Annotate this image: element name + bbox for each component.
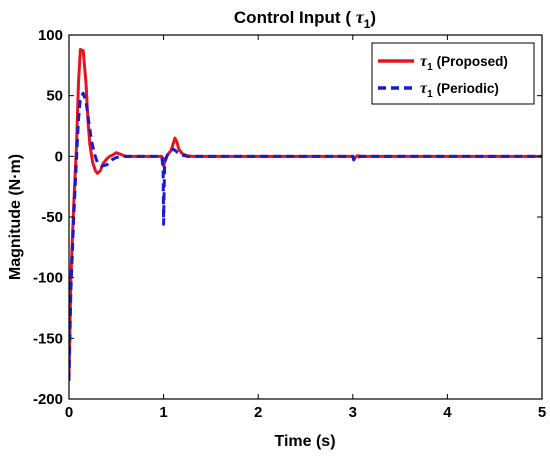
x-tick-label: 2 bbox=[254, 404, 262, 421]
y-tick-label: -200 bbox=[33, 391, 63, 408]
x-tick-label: 0 bbox=[65, 404, 73, 421]
legend: τ1 (Proposed) τ1 (Periodic) bbox=[371, 42, 535, 105]
x-tick-label: 4 bbox=[443, 404, 452, 421]
x-tick-label: 1 bbox=[159, 404, 167, 421]
y-axis-label: Magnitude (N·m) bbox=[7, 154, 24, 280]
y-tick-label: -150 bbox=[33, 330, 63, 347]
x-axis-label: Time (s) bbox=[274, 433, 335, 450]
series-line-periodic bbox=[69, 91, 542, 381]
y-tick-label: -50 bbox=[41, 209, 63, 226]
series-layer bbox=[69, 48, 542, 381]
x-tick-label: 3 bbox=[349, 404, 357, 421]
y-tick-label: -100 bbox=[33, 270, 63, 287]
y-tick-label: 50 bbox=[46, 88, 63, 105]
chart-title: Control Input ( τ1) bbox=[234, 7, 376, 31]
ticks-layer: 0 1 2 3 4 5 100 50 0 -50 -100 -150 -200 bbox=[33, 27, 546, 421]
y-tick-label: 100 bbox=[38, 27, 63, 44]
legend-label-proposed: τ1 (Proposed) bbox=[420, 53, 508, 73]
legend-label-periodic: τ1 (Periodic) bbox=[420, 80, 499, 100]
legend-box bbox=[371, 42, 535, 105]
x-tick-label: 5 bbox=[538, 404, 546, 421]
y-tick-label: 0 bbox=[55, 148, 63, 165]
